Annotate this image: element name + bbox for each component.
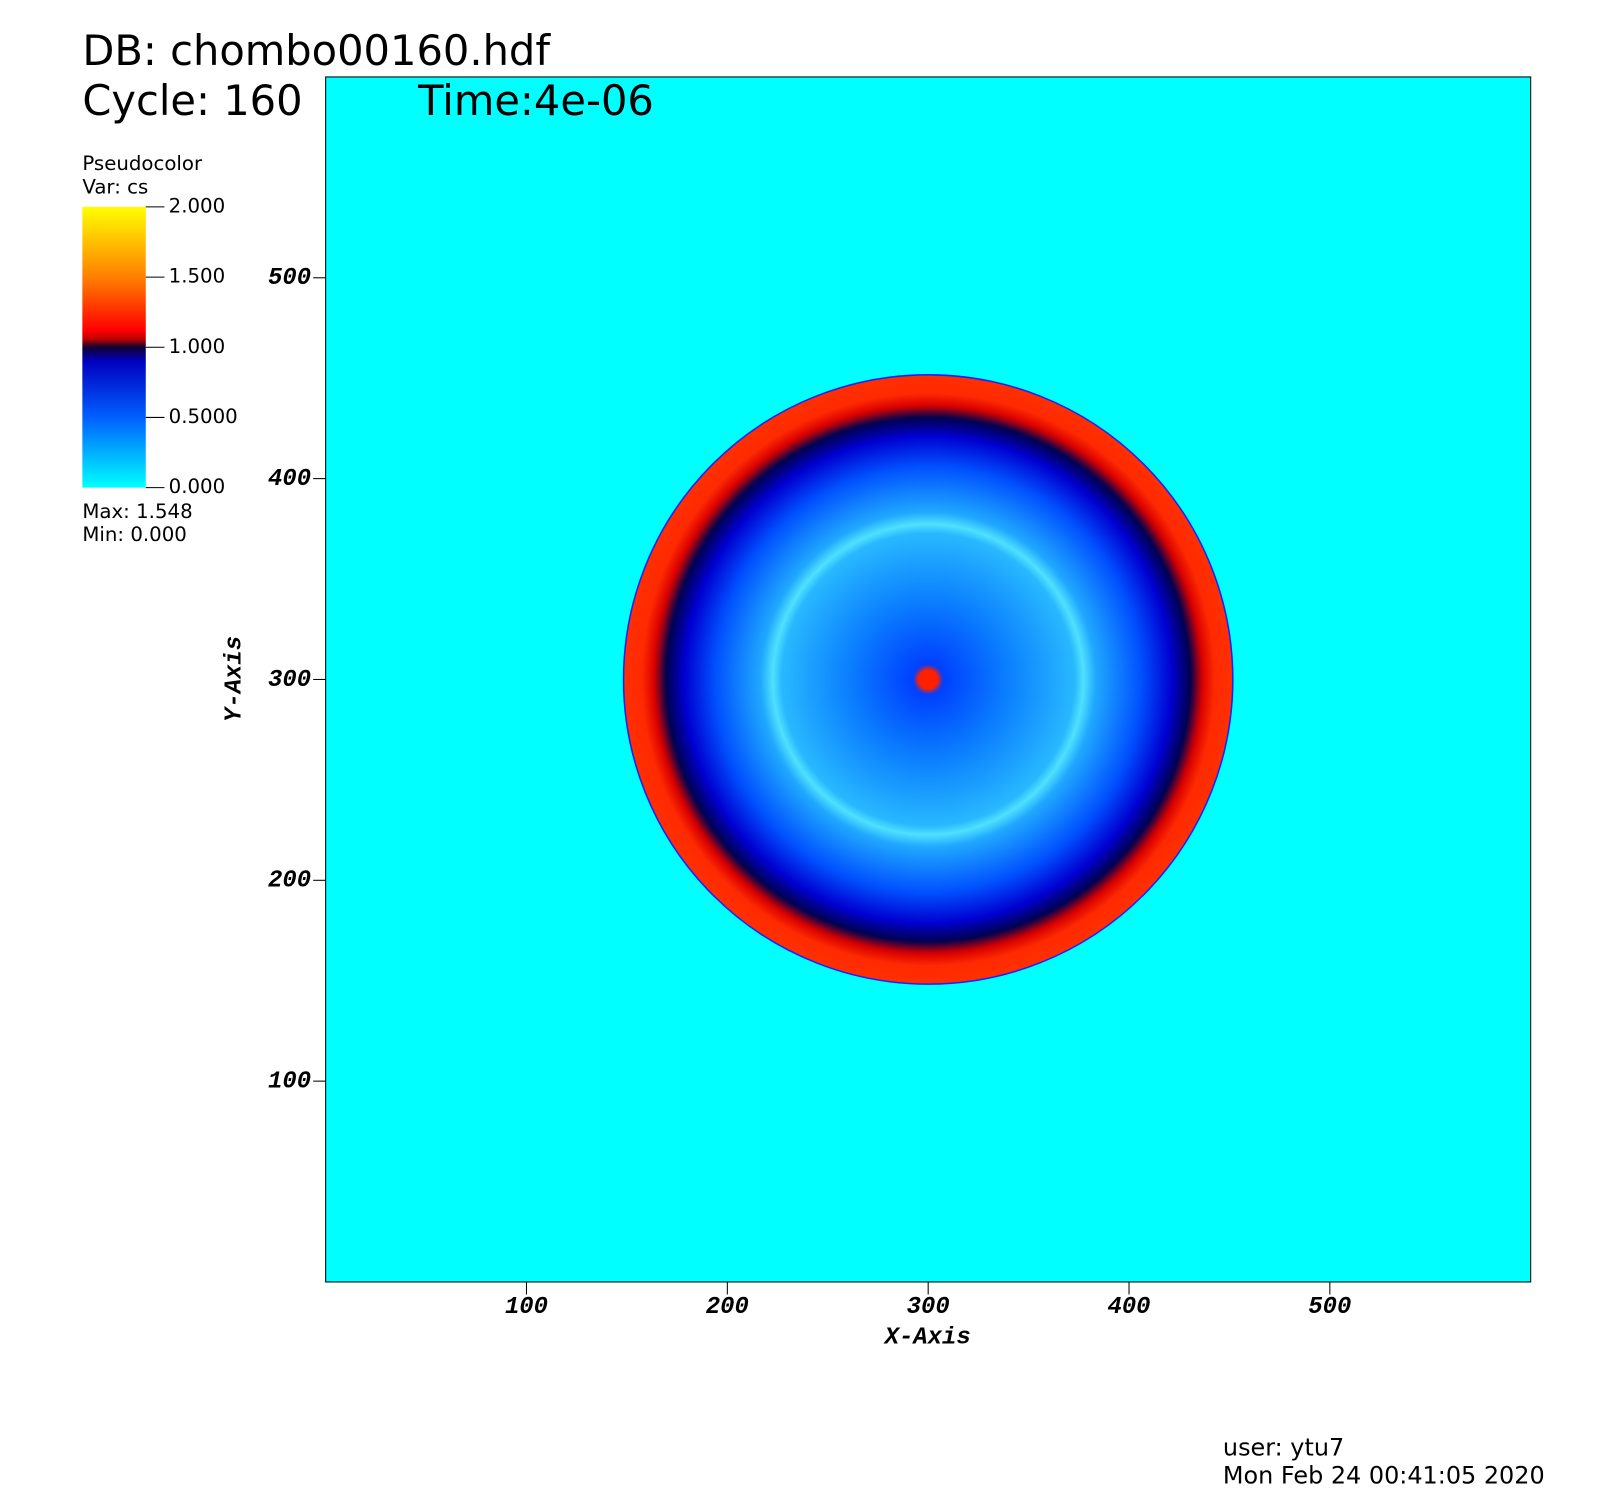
colorbar-tick-label: 1.500: [169, 265, 226, 288]
legend-max: Max: 1.548: [82, 500, 192, 523]
y-tick-label: 300: [268, 667, 311, 694]
legend-min: Min: 0.000: [82, 523, 187, 546]
x-tick-label: 400: [1107, 1294, 1150, 1321]
x-tick-label: 300: [907, 1294, 950, 1321]
colorbar-tick-label: 0.000: [169, 475, 226, 498]
x-tick-label: 200: [706, 1294, 749, 1321]
y-axis-title: Y-Axis: [221, 636, 248, 722]
colorbar-tick-label: 0.5000: [169, 405, 238, 428]
legend-title: Pseudocolor: [82, 152, 203, 175]
colorbar-tick-label: 2.000: [169, 194, 226, 217]
db-title: DB: chombo00160.hdf: [82, 26, 551, 75]
field: [622, 374, 1234, 985]
x-axis-title: X-Axis: [883, 1324, 971, 1351]
legend-var: Var: cs: [82, 176, 148, 199]
cycle: Cycle: 160: [82, 76, 302, 125]
y-tick-label: 500: [268, 265, 311, 292]
y-tick-label: 200: [268, 868, 311, 895]
colorbar-tick-label: 1.000: [169, 335, 226, 358]
x-tick-label: 100: [505, 1294, 548, 1321]
user: user: ytu7: [1223, 1433, 1344, 1461]
x-tick-label: 500: [1308, 1294, 1351, 1321]
time: Time:4e-06: [417, 76, 654, 125]
y-tick-label: 100: [268, 1068, 311, 1095]
date: Mon Feb 24 00:41:05 2020: [1223, 1461, 1545, 1489]
colorbar: [82, 206, 146, 488]
y-tick-label: 400: [268, 466, 311, 493]
